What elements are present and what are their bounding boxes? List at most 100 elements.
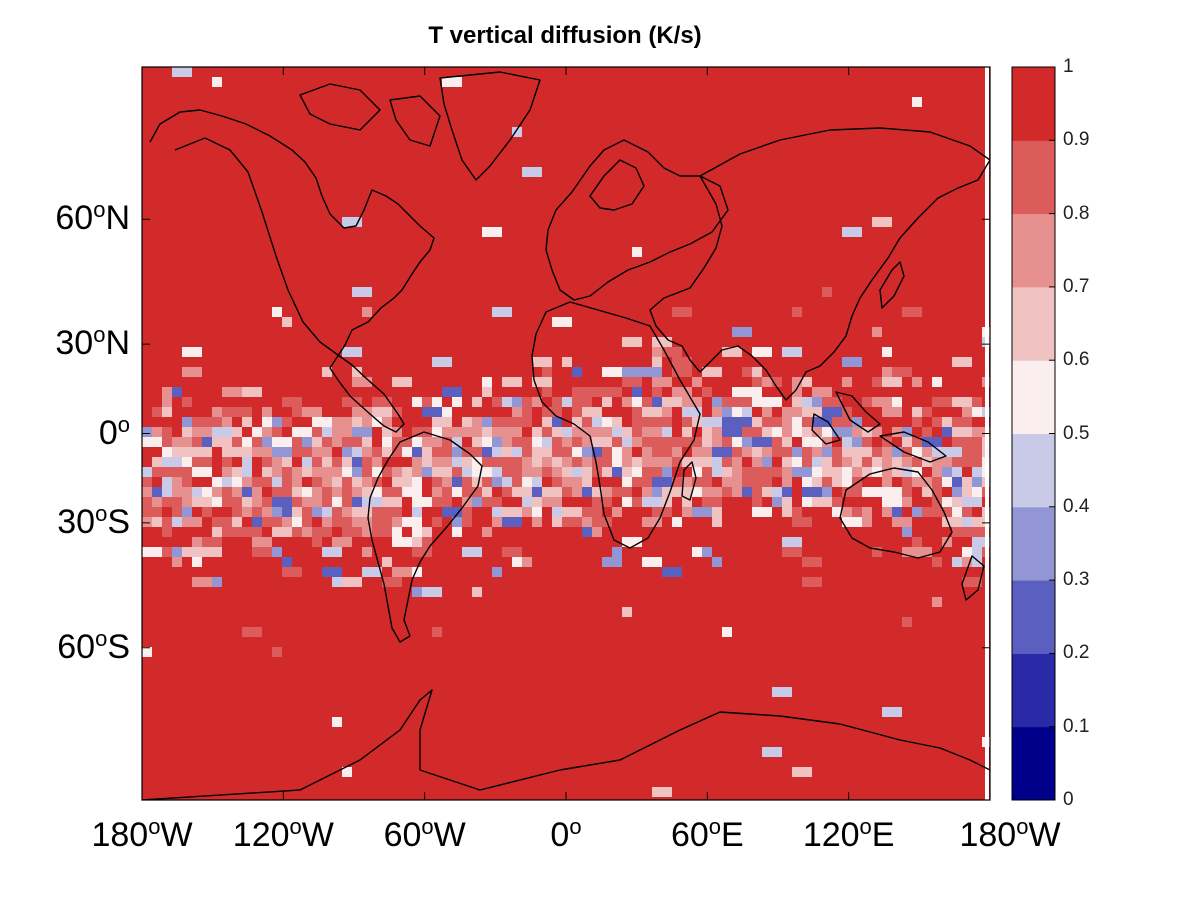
field-cell bbox=[872, 327, 882, 337]
field-cell bbox=[562, 477, 582, 487]
field-cell bbox=[262, 517, 282, 527]
field-cell bbox=[592, 487, 602, 497]
field-cell bbox=[782, 477, 792, 487]
field-cell bbox=[922, 437, 942, 447]
field-cell bbox=[652, 387, 662, 397]
field-cell bbox=[832, 417, 842, 427]
field-cell bbox=[252, 437, 262, 447]
field-cell bbox=[842, 457, 852, 467]
field-cell bbox=[522, 447, 532, 457]
field-cell bbox=[952, 497, 962, 507]
colorbar-tick-label: 0.6 bbox=[1063, 349, 1090, 371]
field-cell bbox=[862, 447, 872, 457]
field-cell bbox=[402, 467, 412, 477]
field-cell bbox=[932, 487, 942, 497]
field-cell bbox=[732, 487, 742, 497]
field-cell bbox=[142, 497, 152, 507]
field-cell bbox=[602, 397, 612, 407]
field-cell bbox=[752, 367, 762, 377]
coast-australia bbox=[839, 467, 953, 559]
field-cell bbox=[812, 387, 832, 397]
field-cell bbox=[252, 507, 262, 517]
field-cell bbox=[722, 627, 732, 637]
field-cell bbox=[352, 447, 362, 457]
field-cell bbox=[182, 507, 192, 517]
field-cell bbox=[232, 437, 242, 447]
field-cell bbox=[332, 427, 352, 437]
field-cell bbox=[272, 647, 282, 657]
field-cell bbox=[392, 477, 402, 487]
colorbar-segment bbox=[1012, 653, 1055, 728]
field-cell bbox=[502, 467, 512, 477]
field-cell bbox=[232, 447, 242, 457]
field-cell bbox=[822, 287, 832, 297]
field-cell bbox=[612, 417, 622, 427]
field-cell bbox=[872, 487, 882, 497]
field-cell bbox=[462, 417, 472, 427]
field-cell bbox=[802, 487, 822, 497]
field-cell bbox=[382, 417, 392, 427]
field-cell bbox=[862, 507, 872, 517]
field-cell bbox=[902, 617, 912, 627]
field-cell bbox=[532, 437, 542, 447]
field-cell bbox=[912, 447, 922, 457]
field-cell bbox=[742, 387, 762, 397]
field-cell bbox=[162, 467, 172, 477]
field-cell bbox=[852, 417, 862, 427]
field-cell bbox=[702, 437, 712, 447]
field-cell bbox=[172, 497, 182, 507]
coast-southeast-asia bbox=[811, 391, 947, 463]
field-cell bbox=[182, 547, 202, 557]
field-cell bbox=[442, 77, 462, 87]
field-cell bbox=[442, 497, 452, 507]
field-cell bbox=[442, 407, 452, 417]
field-cell bbox=[272, 437, 292, 447]
field-cell bbox=[882, 407, 902, 417]
field-cell bbox=[652, 407, 662, 417]
field-cell bbox=[972, 447, 982, 457]
field-cell bbox=[312, 487, 322, 497]
field-cell bbox=[622, 537, 642, 547]
field-cell bbox=[842, 437, 852, 447]
field-cell bbox=[182, 517, 192, 527]
field-cell bbox=[902, 427, 912, 437]
field-cell bbox=[432, 357, 452, 367]
field-cell bbox=[282, 457, 292, 467]
field-cell bbox=[682, 497, 692, 507]
field-cell bbox=[752, 497, 762, 507]
field-cell bbox=[512, 397, 522, 407]
field-cell bbox=[872, 547, 882, 557]
field-cell bbox=[932, 597, 942, 607]
field-cell bbox=[492, 497, 502, 507]
field-cell bbox=[182, 477, 192, 487]
field-cell bbox=[802, 467, 812, 477]
field-cell bbox=[272, 457, 282, 467]
field-cell bbox=[852, 447, 862, 457]
field-cell bbox=[842, 227, 862, 237]
field-cell bbox=[382, 507, 392, 517]
field-cell bbox=[792, 417, 802, 427]
field-cell bbox=[462, 507, 472, 517]
field-cell bbox=[572, 367, 582, 377]
field-cell bbox=[452, 477, 462, 487]
colorbar-tick-label: 0.8 bbox=[1063, 202, 1090, 224]
field-cell bbox=[432, 497, 442, 507]
field-cell bbox=[492, 437, 502, 447]
field-cell bbox=[582, 467, 592, 477]
field-cell bbox=[642, 497, 662, 507]
field-cell bbox=[482, 427, 492, 437]
field-cell bbox=[842, 377, 852, 387]
field-cell bbox=[162, 407, 172, 417]
field-cell bbox=[272, 447, 292, 457]
field-cell bbox=[792, 447, 802, 457]
field-cell bbox=[222, 417, 232, 427]
field-cell bbox=[302, 467, 312, 477]
field-cell bbox=[382, 557, 392, 567]
field-cell bbox=[382, 577, 402, 587]
field-cell bbox=[162, 447, 172, 457]
field-cell bbox=[422, 407, 442, 417]
colorbar-segment bbox=[1012, 506, 1055, 581]
field-cell bbox=[492, 427, 502, 437]
field-cell bbox=[282, 417, 292, 427]
field-cell bbox=[302, 517, 312, 527]
